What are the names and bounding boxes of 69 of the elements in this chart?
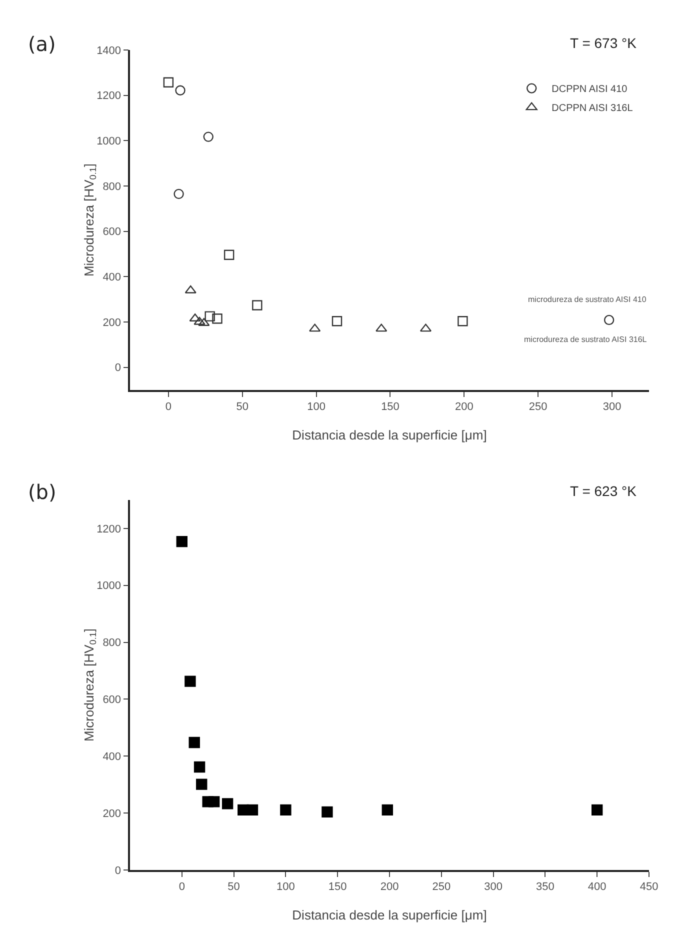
annotation: microdureza de sustrato AISI 410 — [528, 295, 647, 304]
y-tick-label: 0 — [114, 362, 122, 374]
point — [184, 676, 196, 687]
x-tick-label: 300 — [484, 880, 502, 893]
y-tick-label: 600 — [102, 226, 122, 238]
x-tick-label: 0 — [178, 880, 185, 893]
point — [222, 798, 234, 810]
point — [592, 804, 603, 816]
y-tick-label: 400 — [102, 751, 122, 763]
legend-label: DCPPN AISI 410 — [552, 84, 628, 96]
chart-title: (b) — [28, 480, 56, 504]
point — [208, 796, 220, 808]
x-tick-label: 450 — [640, 880, 658, 893]
y-tick-label: 800 — [102, 637, 122, 650]
point — [194, 316, 206, 325]
point — [196, 778, 208, 790]
point — [322, 806, 333, 818]
x-tick-label: 250 — [528, 400, 548, 413]
y-tick-label: 0 — [114, 864, 122, 877]
point — [458, 316, 468, 326]
y-tick-label: 200 — [102, 808, 122, 820]
x-tick-label: 150 — [381, 400, 400, 413]
point — [175, 85, 186, 96]
y-tick-label: 1200 — [96, 90, 122, 102]
point — [203, 132, 214, 142]
point — [184, 285, 196, 294]
x-tick-label: 400 — [588, 880, 606, 893]
point — [188, 736, 200, 748]
x-tick-label: 150 — [328, 880, 347, 893]
y-tick-label: 1000 — [96, 136, 122, 148]
x-tick-label: 200 — [454, 400, 474, 413]
point — [246, 804, 258, 816]
point — [382, 804, 394, 816]
point — [212, 314, 222, 324]
x-tick-label: 200 — [380, 880, 399, 893]
y-tick-label: 200 — [102, 316, 122, 329]
y-tick-label: 400 — [102, 272, 122, 284]
point — [204, 311, 215, 322]
x-axis-title: Distancia desde la superficie [μm] — [292, 428, 487, 442]
point — [604, 314, 614, 326]
y-tick-label: 1400 — [96, 44, 122, 57]
text: T = 623 °K — [570, 483, 638, 499]
chart-title: (a) — [28, 32, 56, 56]
point — [309, 324, 321, 332]
point — [376, 324, 388, 332]
x-tick-label: 100 — [307, 400, 326, 413]
point — [332, 316, 342, 326]
x-tick-label: 0 — [165, 400, 172, 413]
point — [280, 804, 292, 816]
annotation: microdureza de sustrato AISI 316L — [524, 335, 648, 344]
point — [174, 188, 184, 200]
x-tick-label: 50 — [236, 400, 249, 413]
legend-label: DCPPN AISI 316L — [552, 103, 634, 114]
x-tick-label: 50 — [228, 880, 240, 893]
point — [252, 300, 262, 310]
y-tick-label: 1200 — [96, 523, 122, 536]
y-tick-label: 800 — [102, 180, 122, 193]
y-tick-label: 1000 — [96, 580, 122, 592]
x-tick-label: 100 — [276, 880, 295, 893]
annotation: T = 673 °K — [570, 35, 638, 51]
x-tick-label: 250 — [432, 880, 451, 893]
point — [176, 536, 188, 548]
x-axis-title: Distancia desde la superficie [μm] — [292, 908, 487, 922]
y-tick-label: 600 — [102, 694, 122, 706]
point — [224, 250, 234, 260]
x-tick-label: 350 — [536, 880, 554, 893]
point — [163, 77, 174, 88]
point — [194, 761, 206, 773]
x-tick-label: 300 — [602, 400, 622, 413]
